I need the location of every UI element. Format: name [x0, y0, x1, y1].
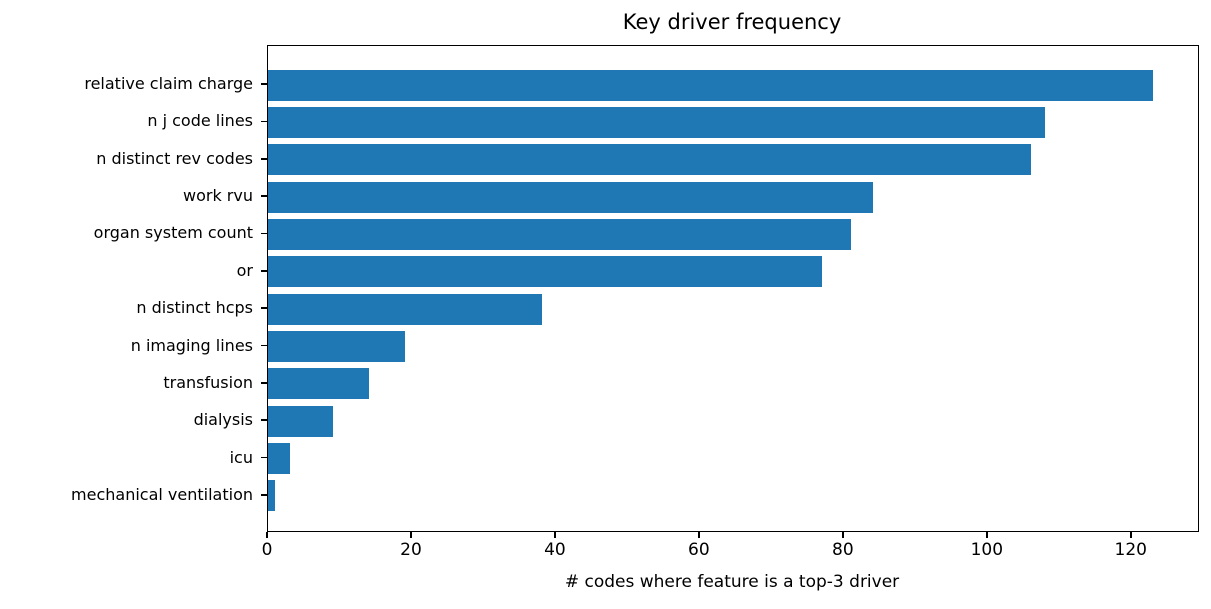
- x-tick-mark: [1129, 531, 1132, 538]
- y-tick-mark: [261, 157, 267, 160]
- x-tick-mark: [842, 531, 844, 538]
- x-tick-mark: [554, 531, 556, 538]
- y-tick-label: mechanical ventilation: [71, 484, 253, 504]
- y-tick-label: n distinct rev codes: [96, 148, 253, 168]
- y-tick-label: n imaging lines: [130, 335, 253, 355]
- bar: [268, 144, 1031, 176]
- y-tick-label: n j code lines: [147, 111, 253, 131]
- y-tick-mark: [261, 456, 267, 459]
- y-tick-label: n distinct hcps: [136, 298, 253, 318]
- y-tick-mark: [261, 419, 267, 422]
- x-tick-mark: [698, 531, 700, 538]
- x-axis-label: # codes where feature is a top-3 driver: [564, 572, 900, 592]
- y-tick-label: work rvu: [183, 186, 253, 206]
- plot-area: [267, 45, 1199, 532]
- bar: [268, 106, 1046, 138]
- chart-title: Key driver frequency: [622, 10, 842, 34]
- y-tick-mark: [261, 494, 267, 496]
- x-tick-label: 120: [1114, 540, 1147, 560]
- y-tick-mark: [261, 232, 267, 235]
- y-tick-mark: [261, 270, 267, 272]
- y-tick-mark: [261, 307, 267, 309]
- x-tick-label: 80: [832, 540, 854, 560]
- bar: [268, 293, 542, 325]
- bar: [268, 331, 405, 363]
- y-tick-mark: [261, 195, 267, 197]
- y-tick-mark: [261, 120, 267, 123]
- bar: [268, 69, 1154, 101]
- y-tick-label: relative claim charge: [84, 74, 253, 93]
- y-tick-mark: [261, 83, 267, 85]
- y-tick-mark: [261, 344, 267, 347]
- bar: [268, 480, 276, 512]
- y-tick-label: icu: [229, 447, 253, 467]
- bar: [268, 368, 369, 400]
- y-tick-mark: [261, 382, 267, 384]
- x-tick-mark: [266, 531, 268, 538]
- y-tick-label: transfusion: [163, 372, 253, 392]
- x-tick-mark: [986, 531, 988, 538]
- bar: [268, 218, 852, 250]
- x-tick-mark: [410, 531, 412, 538]
- y-tick-label: or: [236, 260, 253, 280]
- x-tick-label: 20: [400, 540, 422, 560]
- bar: [268, 181, 873, 213]
- x-tick-label: 60: [688, 540, 710, 560]
- bar: [268, 405, 333, 437]
- x-tick-label: 100: [970, 540, 1004, 560]
- x-tick-label: 0: [261, 540, 273, 560]
- bar: [268, 256, 823, 288]
- x-tick-label: 40: [544, 540, 566, 560]
- y-tick-label: dialysis: [193, 410, 253, 430]
- y-tick-label: organ system count: [93, 223, 253, 243]
- bar: [268, 443, 290, 475]
